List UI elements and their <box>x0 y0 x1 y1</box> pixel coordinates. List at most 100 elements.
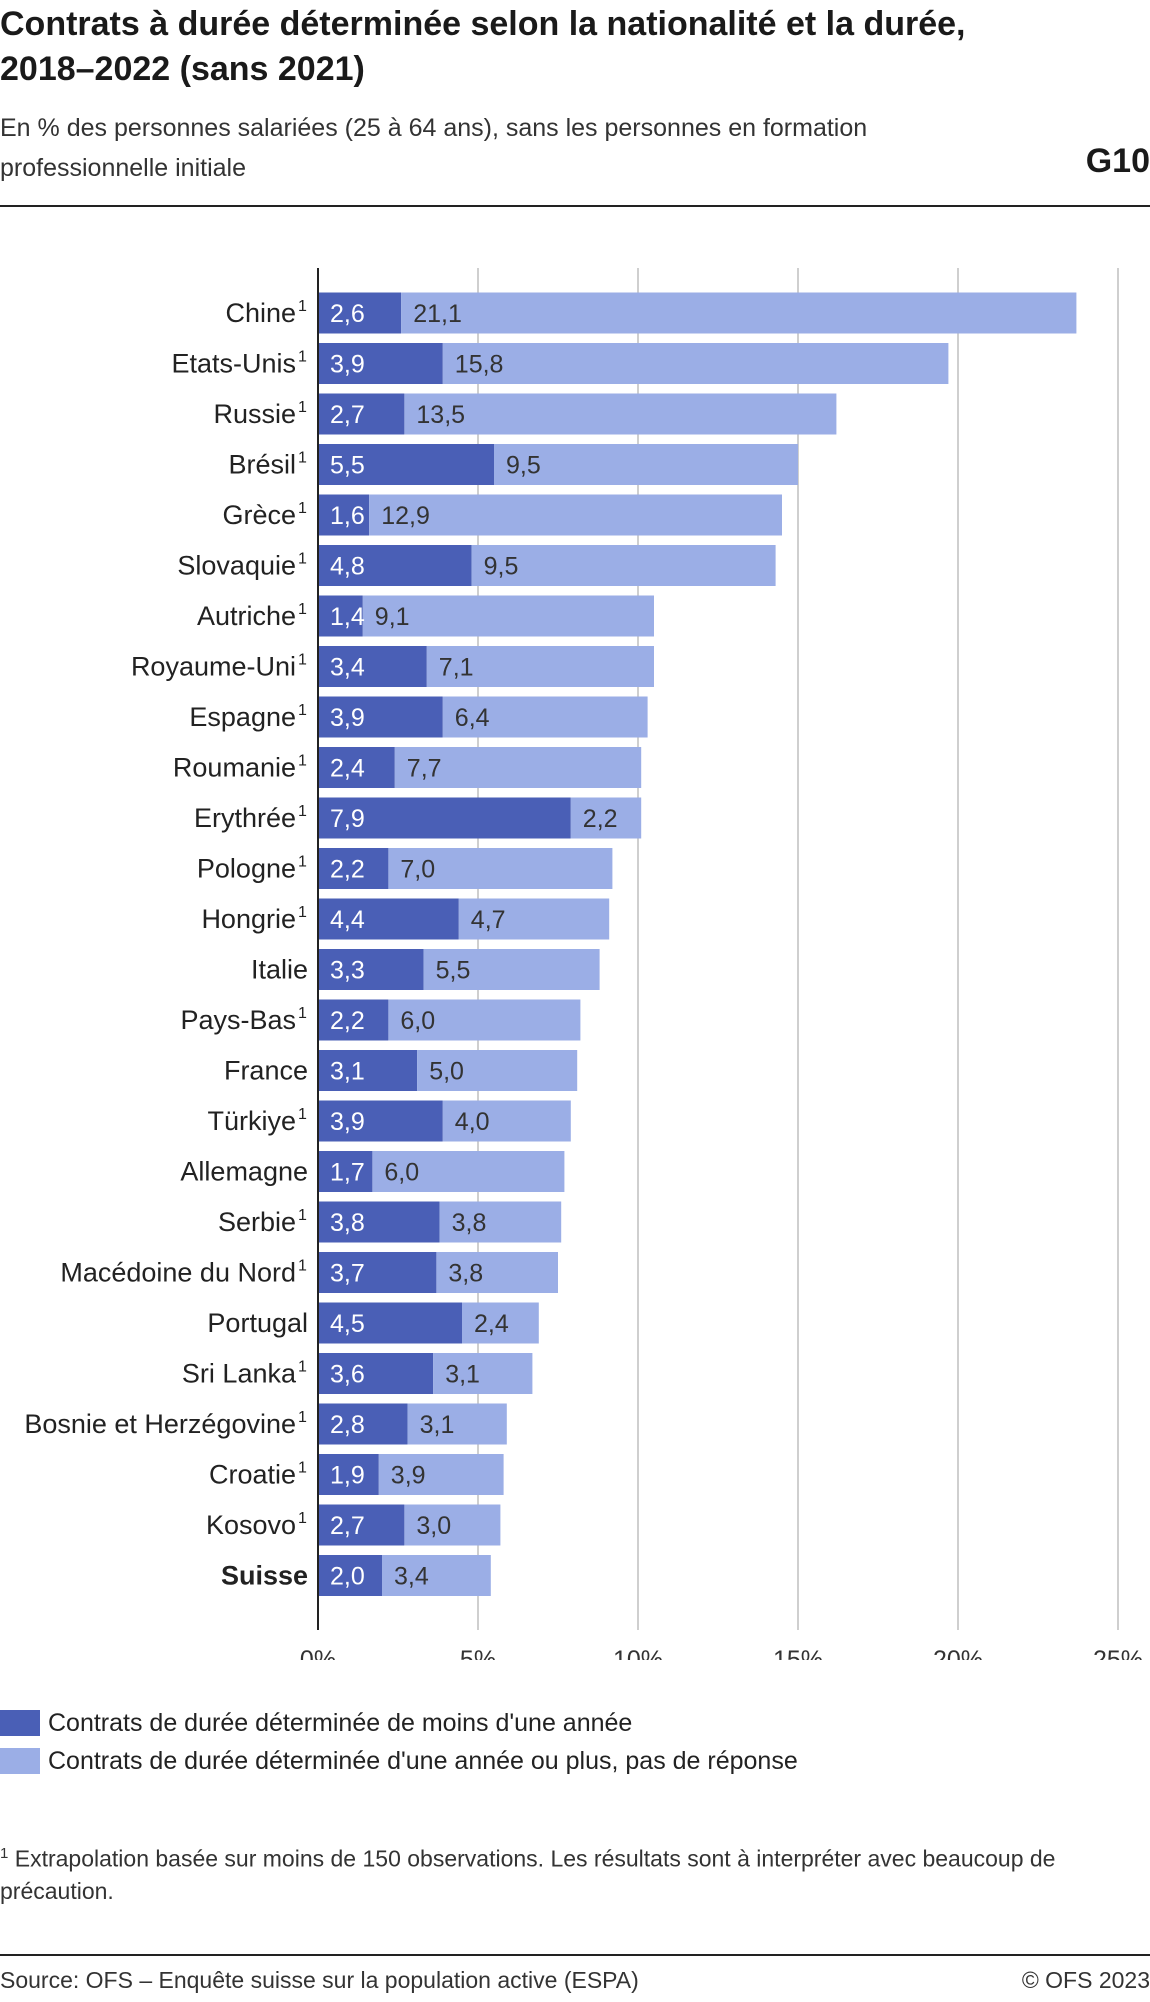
footnote-mark-label: 1 <box>298 1005 307 1022</box>
data-label-long: 21,1 <box>413 300 462 328</box>
category-label: Chine <box>225 298 296 328</box>
data-label-long: 3,8 <box>448 1260 483 1288</box>
bar-long <box>404 393 837 435</box>
footnote-mark-label: 1 <box>298 1207 307 1224</box>
footnote-mark-label: 1 <box>298 1359 307 1376</box>
bar-long <box>388 999 581 1041</box>
bar-short <box>318 898 459 940</box>
bar-long <box>369 494 782 536</box>
bar-short <box>318 1201 440 1243</box>
data-label-long: 15,8 <box>455 351 504 379</box>
category-label: Macédoine du Nord <box>60 1258 296 1288</box>
bar-short <box>318 1151 373 1192</box>
category-label: Royaume-Uni <box>131 652 296 682</box>
category-label: Bosnie et Herzégovine <box>24 1409 296 1439</box>
data-label-short: 3,1 <box>330 1058 365 1086</box>
category-label: Serbie <box>218 1207 296 1237</box>
bar-long <box>382 1555 491 1596</box>
data-label-long: 4,0 <box>455 1108 490 1136</box>
bar-long <box>433 1353 533 1394</box>
bar-short <box>318 646 427 687</box>
category-label: France <box>224 1056 308 1086</box>
footnote-mark-label: 1 <box>298 652 307 669</box>
footnote-mark-label: 1 <box>298 753 307 770</box>
data-label-long: 5,0 <box>429 1058 464 1086</box>
category-label: Pays-Bas <box>180 1005 296 1035</box>
data-label-short: 2,0 <box>330 1563 365 1591</box>
data-label-short: 2,4 <box>330 755 365 783</box>
data-label-long: 3,1 <box>420 1411 455 1439</box>
bar-short <box>318 1353 434 1394</box>
bar-long <box>417 1050 578 1091</box>
footnote-text: Extrapolation basée sur moins de 150 obs… <box>0 1845 1056 1904</box>
bar-long <box>388 848 613 889</box>
category-label: Allemagne <box>180 1157 308 1187</box>
footnote-mark-label: 1 <box>298 904 307 921</box>
data-label-long: 9,5 <box>484 553 519 581</box>
bar-short <box>318 1403 408 1445</box>
footnote-mark-label: 1 <box>298 1409 307 1426</box>
data-label-short: 1,7 <box>330 1159 365 1187</box>
bar-short <box>318 747 395 788</box>
x-tick-label: 0% <box>300 1646 336 1660</box>
data-label-short: 2,8 <box>330 1411 365 1439</box>
data-label-short: 2,7 <box>330 1512 365 1540</box>
footnote-mark-label: 1 <box>298 601 307 618</box>
data-label-long: 9,1 <box>375 603 410 631</box>
bar-short <box>318 343 443 384</box>
category-label: Kosovo <box>206 1510 296 1540</box>
chart-code: G10 <box>1085 142 1150 180</box>
category-label: Suisse <box>221 1561 308 1591</box>
footnote: 1 Extrapolation basée sur moins de 150 o… <box>0 1838 1080 1907</box>
category-label: Croatie <box>209 1460 296 1490</box>
x-tick-label: 20% <box>933 1646 983 1660</box>
footnote-mark-label: 1 <box>298 551 307 568</box>
data-label-long: 9,5 <box>506 452 541 480</box>
chart-subtitle: En % des personnes salariées (25 à 64 an… <box>0 114 868 182</box>
category-label: Brésil <box>228 450 296 480</box>
bar-short <box>318 1050 418 1091</box>
data-label-short: 3,9 <box>330 704 365 732</box>
data-label-short: 3,9 <box>330 1108 365 1136</box>
data-label-long: 13,5 <box>416 401 465 429</box>
footnote-mark-label: 1 <box>298 349 307 366</box>
bar-long <box>362 595 654 637</box>
data-label-long: 6,0 <box>384 1159 419 1187</box>
bar-short <box>318 444 494 485</box>
bar-short <box>318 848 389 889</box>
data-label-short: 2,2 <box>330 856 365 884</box>
data-label-long: 7,7 <box>407 755 442 783</box>
bar-long <box>442 696 648 738</box>
data-label-long: 7,1 <box>439 654 474 682</box>
legend-item-short: Contrats de durée déterminée de moins d'… <box>0 1705 632 1741</box>
x-tick-label: 10% <box>613 1646 663 1660</box>
bar-short <box>318 545 472 586</box>
category-label: Slovaquie <box>177 551 296 581</box>
data-label-long: 2,2 <box>583 805 618 833</box>
category-label: Grèce <box>222 500 296 530</box>
footnote-mark-label: 1 <box>298 702 307 719</box>
x-tick-label: 15% <box>773 1646 823 1660</box>
category-label: Portugal <box>207 1308 308 1338</box>
bar-long <box>426 646 654 687</box>
data-label-long: 5,5 <box>436 957 471 985</box>
bar-long <box>436 1252 558 1293</box>
bar-long <box>442 343 949 384</box>
data-label-short: 1,4 <box>330 603 365 631</box>
data-label-short: 1,6 <box>330 502 365 530</box>
legend-swatch-long <box>0 1748 40 1774</box>
data-label-short: 3,8 <box>330 1209 365 1237</box>
x-tick-label: 25% <box>1093 1646 1143 1660</box>
category-label: Sri Lanka <box>182 1359 297 1389</box>
bar-long <box>462 1302 539 1344</box>
bar-short <box>318 393 405 435</box>
bar-short <box>318 949 424 990</box>
bar-short <box>318 1252 437 1293</box>
category-label: Türkiye <box>207 1106 296 1136</box>
bar-long <box>494 444 798 485</box>
data-label-long: 3,1 <box>445 1361 480 1389</box>
data-label-short: 3,9 <box>330 351 365 379</box>
footnote-mark-label: 1 <box>298 298 307 315</box>
header-rule <box>0 205 1150 207</box>
category-label: Roumanie <box>173 753 296 783</box>
